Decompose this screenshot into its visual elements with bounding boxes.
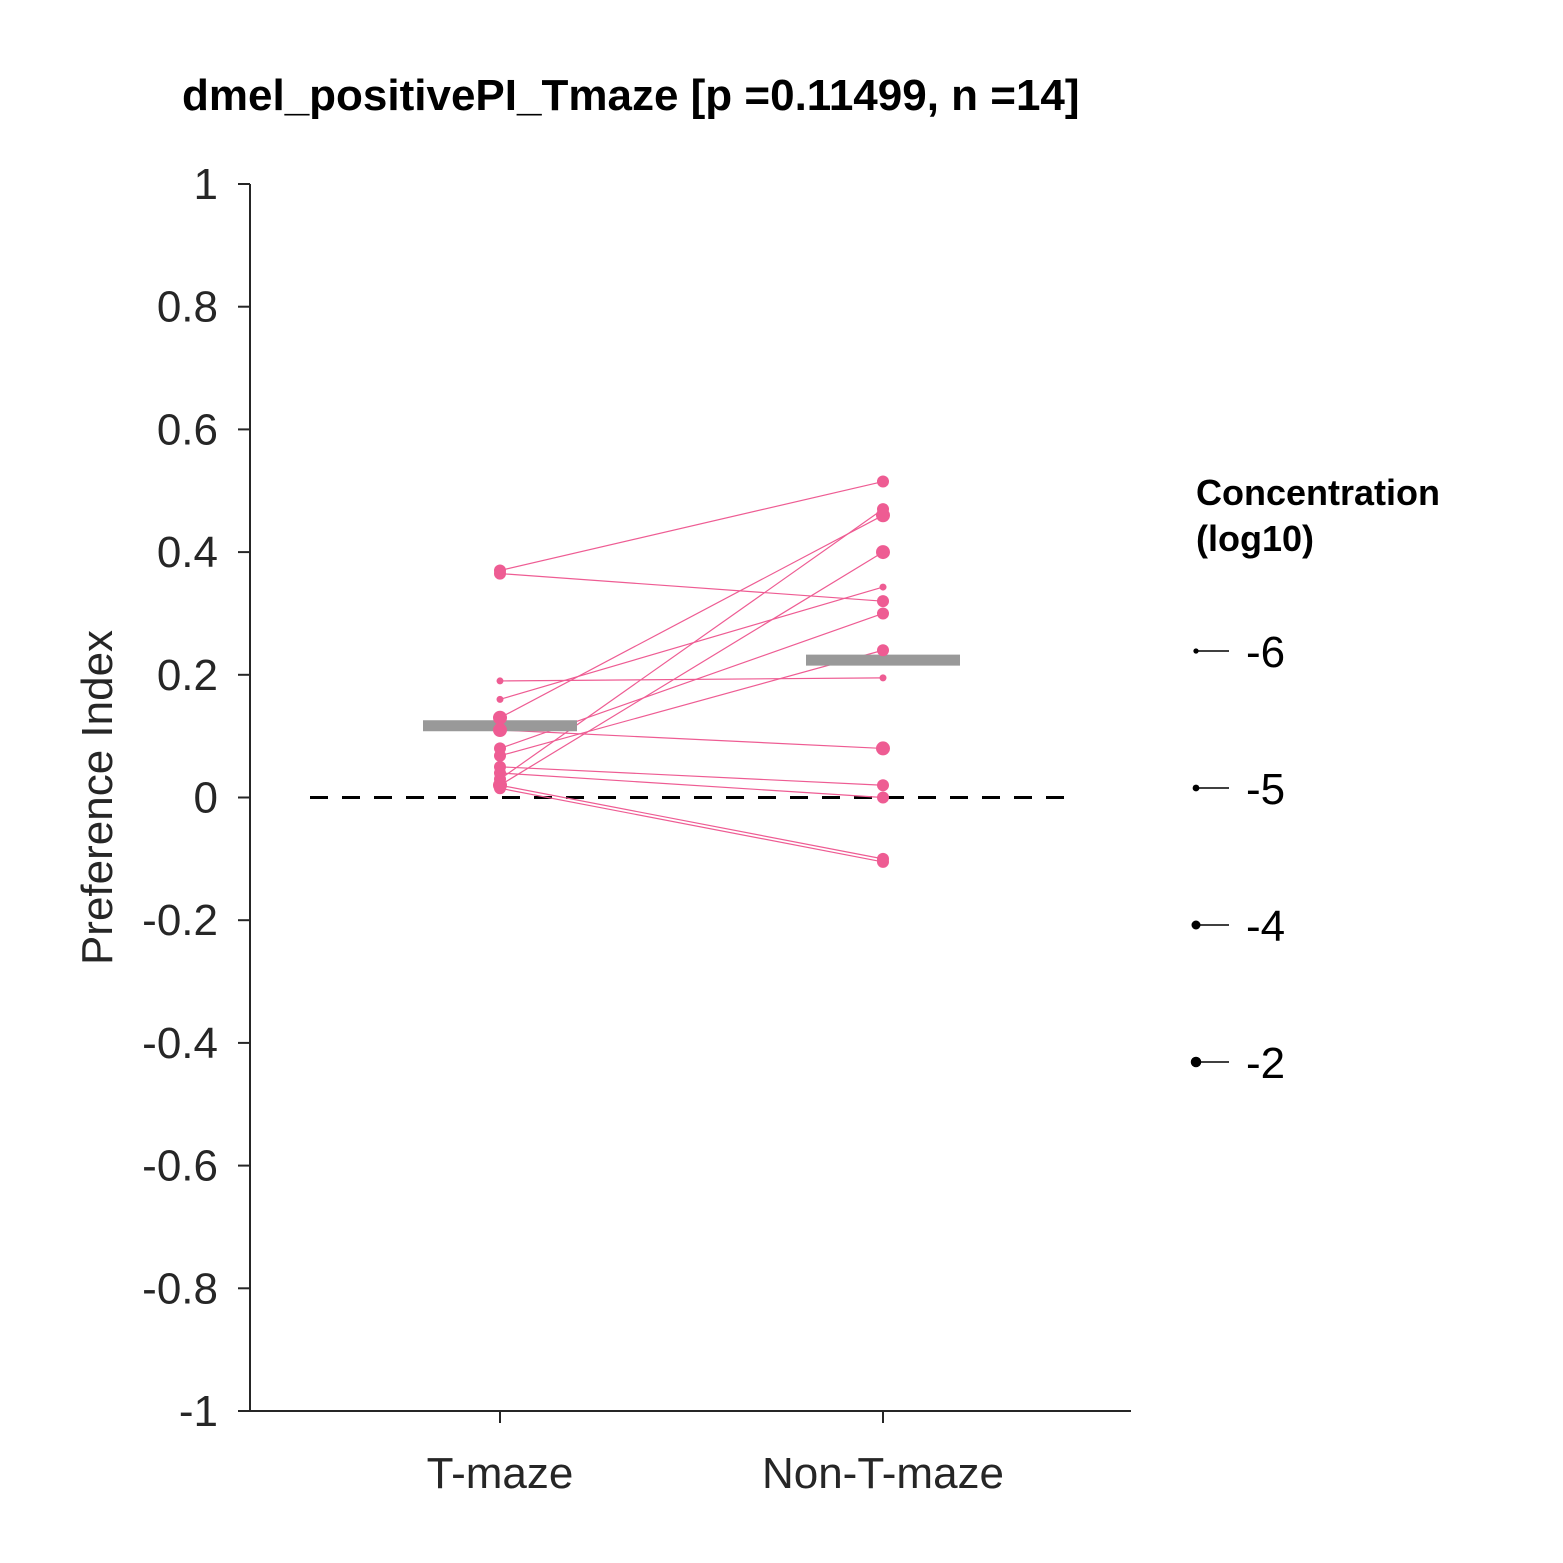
y-tick-label: 1	[194, 160, 218, 209]
pair-line	[499, 508, 884, 780]
point-t-maze	[494, 567, 506, 580]
y-tick-label: -0.8	[142, 1264, 218, 1313]
legend-marker	[1190, 1056, 1202, 1068]
point-non-t-maze	[877, 779, 889, 792]
point-non-t-maze	[876, 545, 890, 560]
point-non-t-maze	[876, 741, 890, 756]
legend-label: -6	[1246, 628, 1285, 677]
chart-title: dmel_positivePI_Tmaze [p =0.11499, n =14…	[182, 71, 1080, 120]
y-tick-label: 0.6	[157, 405, 218, 454]
legend-title: (log10)	[1196, 518, 1314, 559]
legend-label: -5	[1246, 765, 1285, 814]
pair-line	[499, 514, 884, 719]
pair-line	[499, 784, 884, 860]
point-non-t-maze	[877, 475, 889, 488]
point-t-maze	[496, 677, 504, 685]
point-non-t-maze	[877, 607, 889, 620]
y-tick-label: -0.4	[142, 1019, 218, 1068]
pair-line	[499, 586, 884, 700]
legend-label: -2	[1246, 1039, 1285, 1088]
point-t-maze	[493, 723, 507, 738]
point-t-maze	[493, 710, 507, 725]
y-tick-label: 0.8	[157, 283, 218, 332]
point-non-t-maze	[879, 583, 887, 591]
point-non-t-maze	[877, 503, 889, 516]
point-non-t-maze	[877, 595, 889, 608]
point-t-maze	[494, 749, 506, 762]
point-t-maze	[494, 782, 506, 795]
y-tick-label: 0.2	[157, 651, 218, 700]
point-non-t-maze	[877, 791, 889, 804]
pair-line	[499, 551, 884, 786]
x-tick-label: Non-T-maze	[762, 1449, 1004, 1498]
y-tick-label: -0.6	[142, 1142, 218, 1191]
point-non-t-maze	[877, 855, 889, 868]
pair-line	[499, 772, 884, 799]
y-tick-label: 0	[194, 774, 218, 823]
x-tick-label: T-maze	[427, 1449, 574, 1498]
y-tick-label: 0.4	[157, 528, 218, 577]
point-non-t-maze	[879, 674, 887, 682]
y-tick-label: -1	[179, 1387, 218, 1436]
pair-line	[499, 480, 884, 572]
pair-line	[499, 572, 884, 602]
legend-label: -4	[1246, 902, 1285, 951]
legend-marker	[1191, 920, 1201, 930]
y-axis-label: Preference Index	[73, 630, 122, 965]
pair-line	[499, 729, 884, 750]
point-t-maze	[496, 695, 504, 703]
legend: Concentration (log10) -6 -5 -4 -2	[1190, 472, 1440, 1088]
point-non-t-maze	[877, 644, 889, 657]
plot-area	[310, 475, 1070, 868]
y-tick-label: -0.2	[142, 896, 218, 945]
legend-marker	[1192, 784, 1200, 792]
pair-line	[499, 787, 884, 863]
pair-line	[499, 649, 884, 757]
legend-title: Concentration	[1196, 472, 1440, 513]
axes: 1 0.8 0.6 0.4 0.2 0 -0.2 -0.4 -0.6 -0.8 -1 T-maze No…	[73, 160, 1131, 1498]
legend-marker	[1193, 648, 1199, 654]
pair-line	[499, 766, 884, 786]
